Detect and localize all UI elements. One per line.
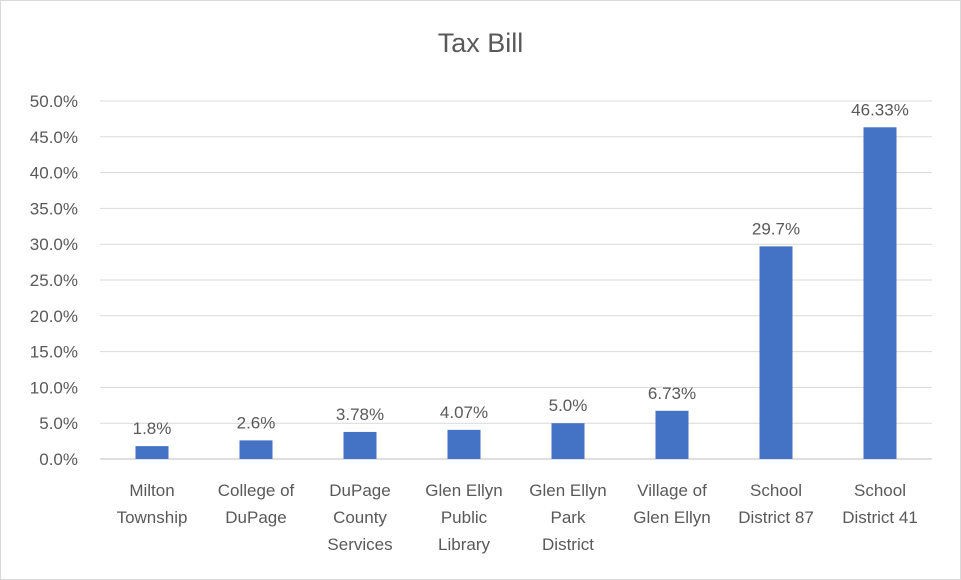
category-label: DuPage County Services [327, 481, 392, 554]
category-label: School District 41 [842, 481, 918, 527]
y-tick-label: 30.0% [30, 235, 78, 254]
bar [343, 431, 377, 459]
y-tick-label: 5.0% [39, 414, 78, 433]
y-tick-label: 40.0% [30, 164, 78, 183]
y-tick-label: 35.0% [30, 199, 78, 218]
category-label: Milton Township [117, 481, 188, 527]
chart-title: Tax Bill [437, 28, 524, 58]
y-tick-label: 15.0% [30, 343, 78, 362]
category-label: College of DuPage [218, 481, 295, 527]
data-label: 2.6% [237, 413, 276, 432]
bar [447, 429, 481, 459]
bar [759, 246, 793, 459]
data-label: 4.07% [440, 403, 488, 422]
category-label: Glen Ellyn Park District [529, 481, 606, 554]
data-label: 3.78% [336, 405, 384, 424]
y-tick-label: 25.0% [30, 271, 78, 290]
data-label: 29.7% [752, 219, 800, 238]
category-label: Glen Ellyn Public Library [425, 481, 502, 554]
y-tick-label: 20.0% [30, 307, 78, 326]
data-label: 1.8% [133, 419, 172, 438]
y-tick-label: 10.0% [30, 378, 78, 397]
bar [551, 423, 585, 459]
category-label: School District 87 [738, 481, 814, 527]
bar [135, 446, 169, 459]
y-tick-label: 50.0% [30, 92, 78, 111]
category-label: Village of Glen Ellyn [633, 481, 710, 527]
data-label: 6.73% [648, 384, 696, 403]
y-tick-label: 45.0% [30, 128, 78, 147]
bar [239, 440, 273, 459]
bar [655, 410, 689, 459]
y-tick-label: 0.0% [39, 450, 78, 469]
data-label: 5.0% [549, 396, 588, 415]
bar [863, 127, 897, 460]
data-label: 46.33% [851, 100, 909, 119]
